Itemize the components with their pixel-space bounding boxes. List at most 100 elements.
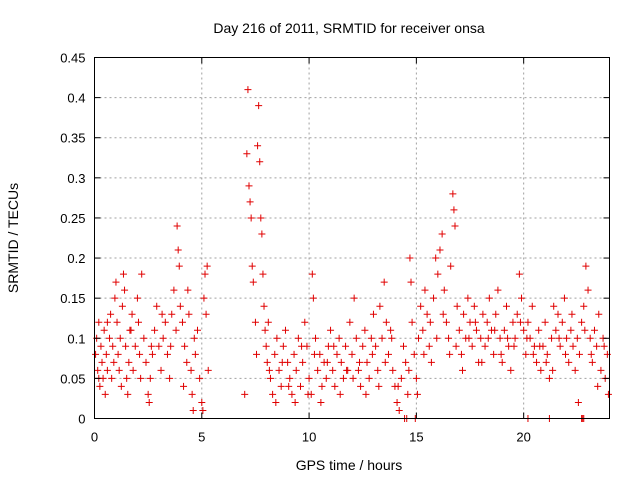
data-point (279, 342, 287, 350)
data-point (339, 374, 347, 382)
data-point (96, 382, 104, 390)
data-point (258, 230, 266, 238)
data-point (103, 318, 111, 326)
data-point (95, 318, 103, 326)
data-point (111, 294, 119, 302)
data-point (492, 310, 500, 318)
data-point (567, 326, 575, 334)
data-point (406, 254, 414, 262)
data-point (275, 366, 283, 374)
data-point (563, 334, 571, 342)
data-point (194, 326, 201, 334)
y-tick-label: 0.3 (67, 171, 85, 186)
data-point (582, 262, 590, 270)
data-point (329, 366, 337, 374)
data-point (281, 326, 289, 334)
data-point (166, 374, 174, 382)
data-point (114, 350, 122, 358)
data-point (363, 358, 371, 366)
data-point (273, 334, 281, 342)
data-point (181, 342, 189, 350)
data-point (565, 358, 573, 366)
data-point (384, 350, 392, 358)
data-point (97, 342, 105, 350)
data-point (128, 310, 136, 318)
data-point (348, 350, 356, 358)
data-point (278, 358, 286, 366)
data-point (269, 390, 277, 398)
data-point (203, 262, 211, 270)
data-point (415, 334, 423, 342)
data-point (478, 358, 486, 366)
data-point (549, 366, 557, 374)
data-point (173, 222, 181, 230)
data-point (249, 278, 257, 286)
data-point (522, 350, 530, 358)
data-point (529, 350, 537, 358)
data-point (535, 326, 543, 334)
data-point (419, 326, 427, 334)
data-point (265, 366, 273, 374)
data-point (352, 334, 360, 342)
data-point (604, 390, 612, 398)
data-point (188, 390, 196, 398)
data-point (354, 366, 362, 374)
data-point (574, 398, 582, 406)
data-point (176, 302, 184, 310)
data-point (312, 334, 320, 342)
data-point (308, 270, 316, 278)
data-point (436, 246, 444, 254)
data-point (367, 334, 375, 342)
data-point (520, 326, 528, 334)
data-point (261, 326, 269, 334)
data-point (244, 86, 252, 94)
data-point (359, 342, 367, 350)
data-point (309, 294, 317, 302)
data-point (322, 374, 330, 382)
data-point (376, 302, 384, 310)
data-point (481, 342, 489, 350)
data-point (142, 358, 150, 366)
data-point (402, 358, 410, 366)
y-tick-label: 0.25 (60, 211, 85, 226)
data-point (542, 358, 550, 366)
data-point (452, 342, 460, 350)
data-point (260, 302, 268, 310)
data-point (537, 366, 545, 374)
data-point (497, 350, 505, 358)
data-point (299, 358, 307, 366)
x-tick-label: 20 (516, 430, 530, 445)
data-point (485, 294, 493, 302)
data-point (172, 326, 180, 334)
data-point (516, 318, 524, 326)
data-point (122, 342, 130, 350)
data-point (380, 278, 388, 286)
data-point (305, 374, 313, 382)
data-point (496, 334, 504, 342)
data-point (586, 334, 594, 342)
data-point (453, 302, 461, 310)
data-point (470, 302, 478, 310)
data-point (190, 334, 198, 342)
data-point (102, 350, 110, 358)
data-point (317, 398, 325, 406)
y-tick-label: 0 (78, 412, 85, 427)
data-point (432, 254, 440, 262)
data-point (163, 350, 171, 358)
data-point (167, 342, 175, 350)
data-point (449, 190, 457, 198)
data-point (483, 318, 491, 326)
data-point (245, 182, 253, 190)
data-point (426, 318, 434, 326)
data-point (393, 398, 401, 406)
data-point (243, 150, 251, 158)
data-point (286, 374, 294, 382)
data-point (98, 358, 106, 366)
data-point (590, 326, 598, 334)
data-point (180, 382, 188, 390)
data-point (266, 374, 274, 382)
data-point (405, 366, 413, 374)
data-point (335, 334, 343, 342)
data-point (400, 342, 407, 350)
